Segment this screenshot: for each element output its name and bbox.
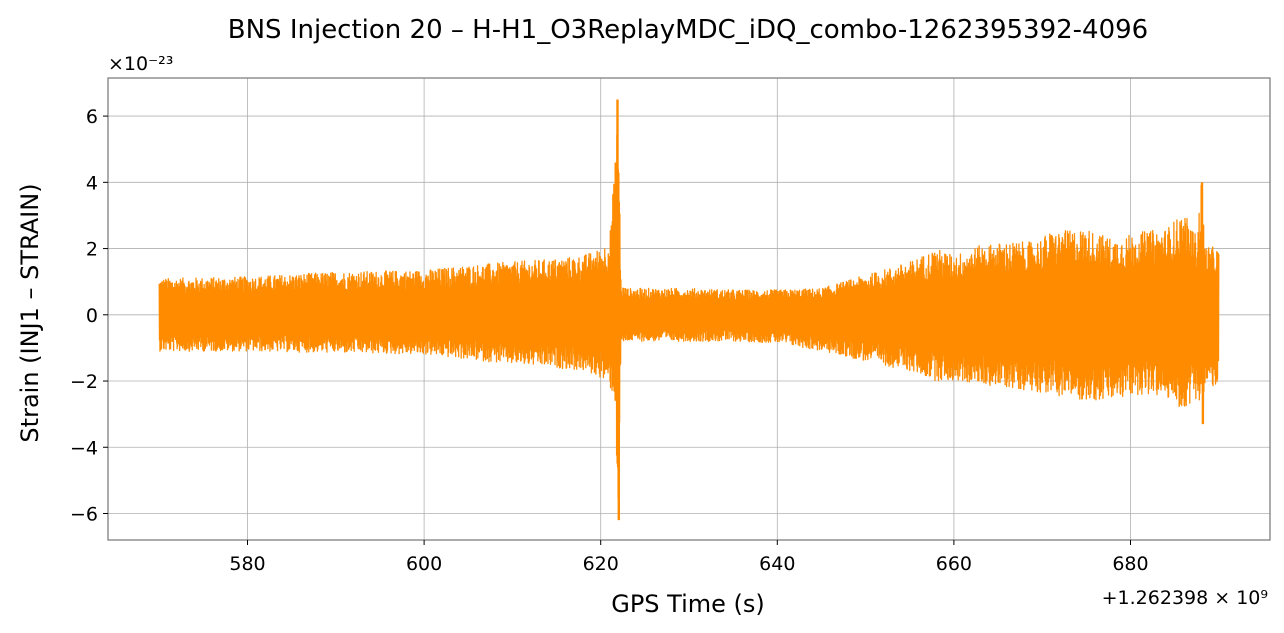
- chart-title: BNS Injection 20 – H-H1_O3ReplayMDC_iDQ_…: [228, 15, 1148, 45]
- x-tick-label: 640: [759, 553, 795, 575]
- tick-layer: 580 600 620 640 660 680 −6 −4 −2 0 2 4 6: [70, 106, 1149, 575]
- plot-frame: [107, 77, 1271, 541]
- series-layer: [158, 99, 1220, 521]
- y-tick-label: 2: [86, 239, 98, 261]
- y-axis-label: Strain (INJ1 – STRAIN): [16, 183, 44, 442]
- y-tick-label: 6: [86, 106, 98, 128]
- y-tick-label: −4: [70, 437, 98, 459]
- x-tick-label: 680: [1112, 553, 1148, 575]
- x-tick-label: 600: [406, 553, 442, 575]
- y-tick-label: 0: [86, 305, 98, 327]
- y-tick-label: −2: [70, 371, 98, 393]
- x-offset-text: +1.262398 × 10⁹: [1102, 587, 1268, 609]
- y-scale-text: ×10⁻²³: [108, 53, 173, 75]
- x-tick-label: 660: [936, 553, 972, 575]
- y-tick-label: 4: [86, 172, 98, 194]
- x-axis-label: GPS Time (s): [611, 590, 765, 618]
- y-tick-label: −6: [70, 504, 98, 526]
- strain-series-line: [158, 134, 1220, 500]
- x-tick-label: 620: [583, 553, 619, 575]
- x-tick-label: 580: [229, 553, 265, 575]
